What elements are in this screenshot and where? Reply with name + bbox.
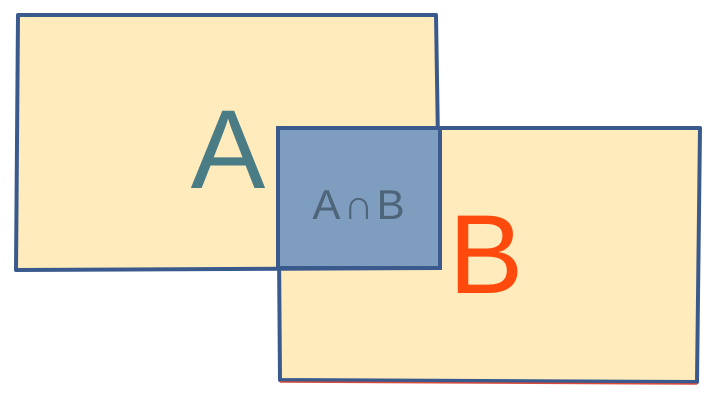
set-b-bottom-edge [279,381,698,385]
intersection-label: A∩B [312,181,407,228]
set-a-label: A [191,87,266,212]
intersection-region [276,126,442,270]
set-b-label: B [449,192,524,317]
